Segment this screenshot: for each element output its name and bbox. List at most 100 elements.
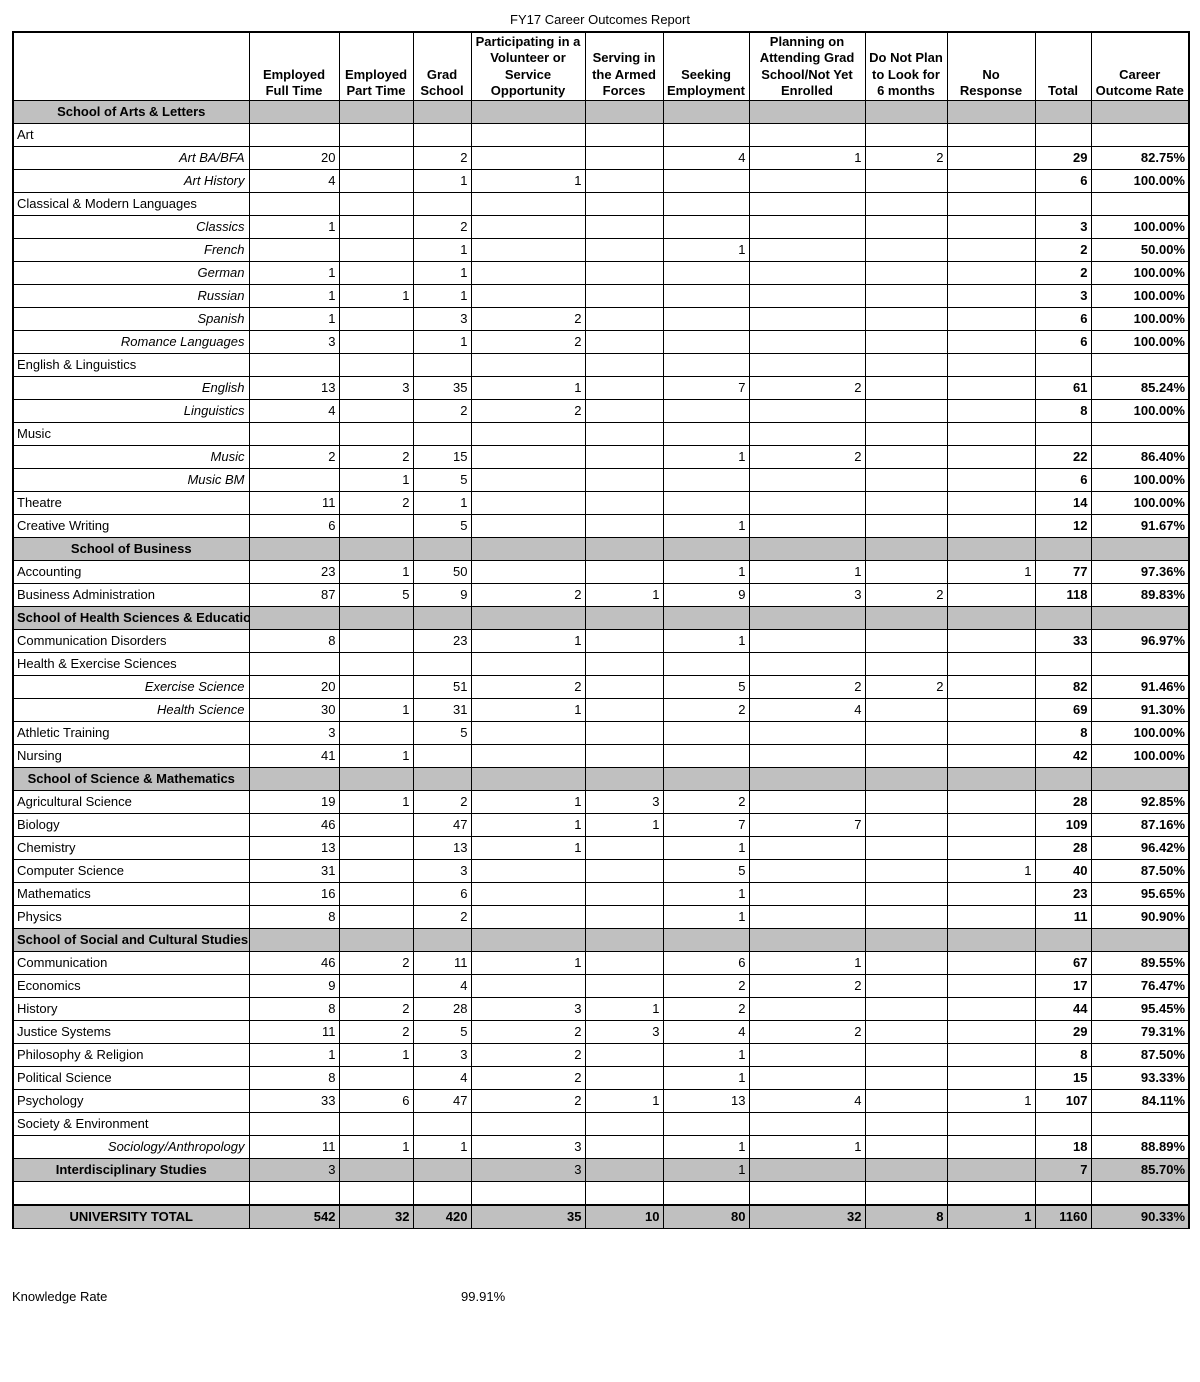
cell: 9 (249, 975, 339, 998)
row-label: Romance Languages (13, 331, 249, 354)
cell: 86.40% (1091, 446, 1189, 469)
cell (749, 285, 865, 308)
cell (947, 216, 1035, 239)
row-label: Interdisciplinary Studies (13, 1159, 249, 1182)
cell: 1 (249, 216, 339, 239)
cell (865, 1159, 947, 1182)
cell (947, 883, 1035, 906)
cell: 1 (413, 262, 471, 285)
cell (663, 929, 749, 952)
cell: 5 (663, 860, 749, 883)
table-row: School of Health Sciences & Education (13, 607, 1189, 630)
cell (663, 1182, 749, 1206)
cell (663, 354, 749, 377)
table-row: Art (13, 124, 1189, 147)
cell (339, 837, 413, 860)
cell (339, 630, 413, 653)
cell: 3 (749, 584, 865, 607)
cell (585, 653, 663, 676)
cell: 3 (471, 998, 585, 1021)
cell (749, 170, 865, 193)
cell: 109 (1035, 814, 1091, 837)
cell (749, 124, 865, 147)
cell (585, 676, 663, 699)
cell: 3 (249, 1159, 339, 1182)
cell (1035, 193, 1091, 216)
cell (749, 745, 865, 768)
cell (947, 515, 1035, 538)
cell (249, 239, 339, 262)
cell (749, 538, 865, 561)
cell: 8 (865, 1205, 947, 1229)
cell: 95.65% (1091, 883, 1189, 906)
cell: 100.00% (1091, 722, 1189, 745)
cell: 1 (749, 1136, 865, 1159)
cell: 1 (471, 699, 585, 722)
cell (585, 883, 663, 906)
cell (339, 400, 413, 423)
cell (339, 1159, 413, 1182)
cell (339, 814, 413, 837)
cell (663, 423, 749, 446)
cell (585, 423, 663, 446)
cell: 13 (413, 837, 471, 860)
row-label: German (13, 262, 249, 285)
cell: 2 (749, 975, 865, 998)
cell: 51 (413, 676, 471, 699)
cell (865, 906, 947, 929)
cell (585, 239, 663, 262)
cell (339, 515, 413, 538)
cell: 2 (471, 331, 585, 354)
cell (339, 262, 413, 285)
cell (865, 699, 947, 722)
cell (471, 768, 585, 791)
cell (865, 1021, 947, 1044)
cell: 23 (1035, 883, 1091, 906)
cell (663, 653, 749, 676)
cell (947, 354, 1035, 377)
cell (749, 216, 865, 239)
cell: 2 (663, 998, 749, 1021)
cell (947, 423, 1035, 446)
cell (947, 193, 1035, 216)
cell (1035, 423, 1091, 446)
cell (339, 331, 413, 354)
cell (865, 745, 947, 768)
table-row: Physics8211190.90% (13, 906, 1189, 929)
cell: 2 (471, 1044, 585, 1067)
cell: 18 (1035, 1136, 1091, 1159)
cell: 6 (413, 883, 471, 906)
table-row: Accounting231501117797.36% (13, 561, 1189, 584)
cell (749, 515, 865, 538)
cell (1035, 124, 1091, 147)
cell (749, 768, 865, 791)
cell (865, 446, 947, 469)
cell (585, 377, 663, 400)
cell (749, 929, 865, 952)
cell (865, 101, 947, 124)
cell (947, 676, 1035, 699)
cell (585, 1044, 663, 1067)
cell (1091, 124, 1189, 147)
cell: 87 (249, 584, 339, 607)
cell: 3 (1035, 285, 1091, 308)
cell: 2 (1035, 239, 1091, 262)
row-label: Russian (13, 285, 249, 308)
cell (249, 768, 339, 791)
cell (1035, 653, 1091, 676)
table-row: Computer Science313514087.50% (13, 860, 1189, 883)
cell (585, 630, 663, 653)
cell: 2 (749, 377, 865, 400)
cell (585, 1159, 663, 1182)
cell (413, 653, 471, 676)
cell: 79.31% (1091, 1021, 1189, 1044)
table-row: Spanish1326100.00% (13, 308, 1189, 331)
table-row: History82283124495.45% (13, 998, 1189, 1021)
cell: 15 (413, 446, 471, 469)
cell (947, 492, 1035, 515)
cell (749, 331, 865, 354)
row-label: School of Social and Cultural Studies (13, 929, 249, 952)
row-label: Creative Writing (13, 515, 249, 538)
cell: 10 (585, 1205, 663, 1229)
row-label: Communication (13, 952, 249, 975)
